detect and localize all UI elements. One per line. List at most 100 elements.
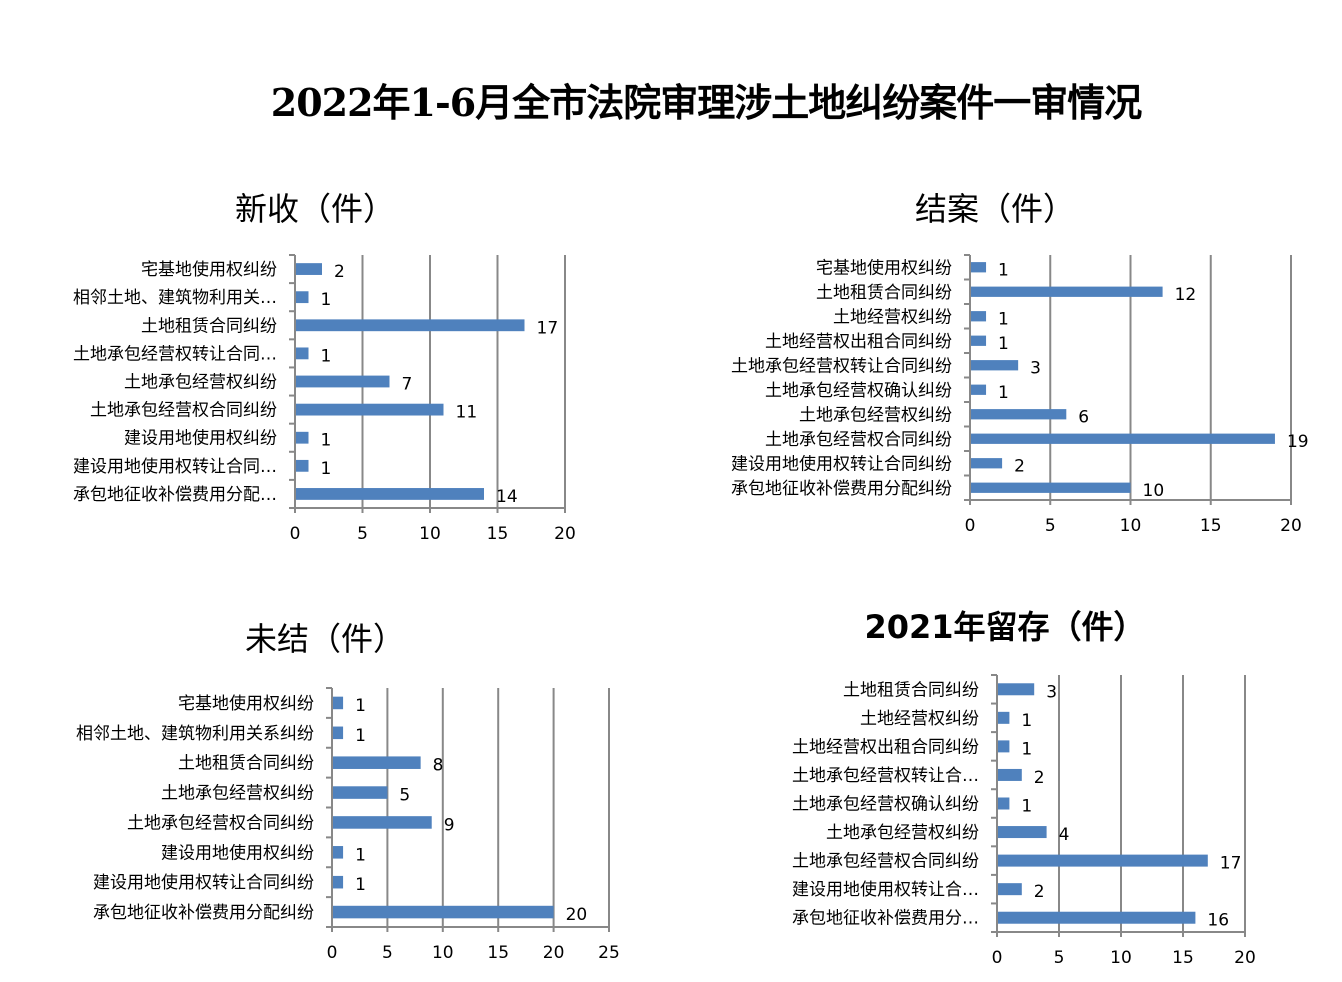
bar <box>333 846 344 859</box>
chart-1: 新收（件） 0 5 10 15 20 宅基地使用权纠纷 2 相邻土地、建筑物利用关… 1 土地租赁合… <box>73 190 576 544</box>
bar <box>296 263 322 275</box>
bar <box>998 740 1010 753</box>
bar <box>971 335 987 346</box>
x-tick-label: 5 <box>1045 516 1056 536</box>
category-label: 建设用地使用权转让合… <box>792 879 979 900</box>
bar <box>971 286 1163 297</box>
x-tick-label: 5 <box>382 943 393 963</box>
data-label: 1 <box>355 875 366 895</box>
x-tick-label: 15 <box>487 524 509 544</box>
category-label: 土地经营权出租合同纠纷 <box>765 332 952 352</box>
data-label: 6 <box>1078 407 1089 427</box>
bar <box>998 797 1010 810</box>
data-label: 1 <box>998 334 1009 354</box>
data-label: 19 <box>1287 432 1309 452</box>
bar <box>296 403 444 416</box>
data-label: 20 <box>566 905 588 925</box>
category-label: 土地经营权纠纷 <box>833 307 952 327</box>
category-label: 承包地征收补偿费用分配纠纷 <box>731 479 952 499</box>
data-label: 1 <box>998 309 1009 329</box>
bar <box>998 911 1196 924</box>
bar <box>333 756 421 769</box>
category-label: 建设用地使用权纠纷 <box>124 428 277 449</box>
bar <box>971 360 1019 371</box>
category-label: 土地承包经营权确认纠纷 <box>765 381 952 401</box>
x-tick-label: 20 <box>1280 516 1302 536</box>
category-label: 土地承包经营权转让合同… <box>73 344 277 364</box>
data-label: 1 <box>321 459 332 479</box>
bar <box>971 458 1003 469</box>
chart-title: 2021年留存（件） <box>864 608 1145 646</box>
bar <box>998 883 1022 896</box>
category-label: 土地承包经营权转让合同纠纷 <box>731 356 952 376</box>
category-label: 相邻土地、建筑物利用关… <box>73 288 277 308</box>
data-label: 17 <box>537 318 559 338</box>
data-label: 14 <box>496 487 518 507</box>
category-label: 宅基地使用权纠纷 <box>178 693 314 714</box>
category-label: 土地承包经营权纠纷 <box>161 784 314 804</box>
data-label: 7 <box>402 375 413 395</box>
category-label: 相邻土地、建筑物利用关系纠纷 <box>76 724 314 744</box>
category-label: 土地租赁合同纠纷 <box>141 316 277 336</box>
category-label: 土地承包经营权合同纠纷 <box>792 852 979 872</box>
category-label: 土地租赁合同纠纷 <box>178 754 314 774</box>
data-label: 10 <box>1143 481 1165 501</box>
bar <box>333 816 432 829</box>
data-label: 17 <box>1220 854 1242 874</box>
bar <box>296 431 309 444</box>
category-label: 土地租赁合同纠纷 <box>843 680 979 700</box>
data-label: 8 <box>433 756 444 776</box>
x-tick-label: 10 <box>1120 516 1142 536</box>
category-label: 土地承包经营权纠纷 <box>826 823 979 843</box>
x-tick-label: 15 <box>487 943 509 963</box>
x-tick-label: 20 <box>543 943 565 963</box>
data-label: 4 <box>1059 825 1070 845</box>
bar <box>998 768 1022 781</box>
chart-title: 结案（件） <box>915 190 1075 228</box>
bar <box>971 311 987 322</box>
data-label: 1 <box>355 726 366 746</box>
data-label: 12 <box>1175 285 1197 305</box>
x-tick-label: 0 <box>290 524 301 544</box>
x-tick-label: 15 <box>1200 516 1222 536</box>
category-label: 建设用地使用权纠纷 <box>161 842 314 863</box>
data-label: 1 <box>1021 711 1032 731</box>
x-tick-label: 0 <box>965 516 976 536</box>
x-tick-label: 5 <box>357 524 368 544</box>
x-tick-label: 10 <box>419 524 441 544</box>
category-label: 土地承包经营权合同纠纷 <box>127 813 314 833</box>
data-label: 1 <box>355 696 366 716</box>
bar <box>333 696 344 710</box>
chart-4: 2021年留存（件） 0 5 10 15 20 土地租赁合同纠纷 3 土地经营权纠纷 1 土地经营权… <box>792 608 1256 968</box>
bar <box>333 786 388 799</box>
bar <box>333 875 344 889</box>
data-label: 1 <box>321 346 332 366</box>
x-tick-label: 10 <box>432 943 454 963</box>
data-label: 1 <box>355 845 366 865</box>
data-label: 1 <box>321 431 332 451</box>
bar <box>998 854 1208 867</box>
bar <box>998 683 1035 696</box>
bar <box>296 488 484 500</box>
chart-title: 新收（件） <box>235 190 395 228</box>
category-label: 建设用地使用权转让合同… <box>73 456 277 477</box>
bar <box>998 826 1047 839</box>
category-label: 土地经营权纠纷 <box>860 709 979 729</box>
data-label: 1 <box>998 383 1009 403</box>
category-label: 土地经营权出租合同纠纷 <box>792 737 979 757</box>
category-label: 土地租赁合同纠纷 <box>816 283 952 303</box>
x-tick-label: 20 <box>1234 948 1256 968</box>
x-tick-label: 20 <box>554 524 576 544</box>
category-label: 宅基地使用权纠纷 <box>816 257 952 278</box>
bar <box>333 905 554 919</box>
bar <box>296 375 390 388</box>
main-title: 2022年1-6月全市法院审理涉土地纠纷案件一审情况 <box>270 80 1142 125</box>
data-label: 1 <box>1021 739 1032 759</box>
data-label: 16 <box>1207 911 1229 931</box>
bar <box>971 482 1131 493</box>
data-label: 9 <box>444 815 455 835</box>
bar <box>971 384 987 395</box>
bar <box>971 433 1275 444</box>
x-tick-label: 10 <box>1110 948 1132 968</box>
bar <box>296 319 525 332</box>
